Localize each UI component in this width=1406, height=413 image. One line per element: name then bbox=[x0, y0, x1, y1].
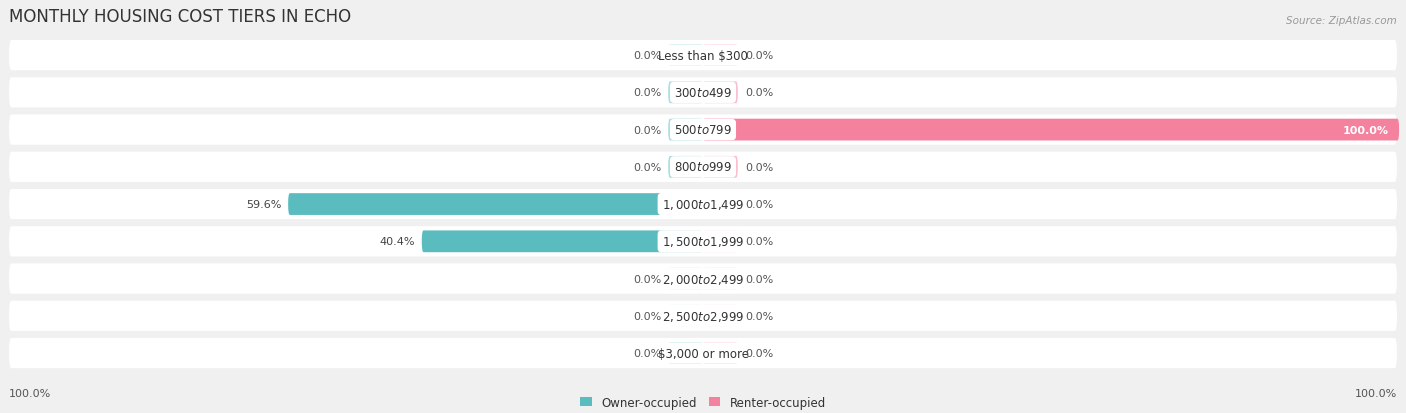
Text: 0.0%: 0.0% bbox=[633, 125, 661, 135]
FancyBboxPatch shape bbox=[8, 264, 1398, 294]
Text: 0.0%: 0.0% bbox=[633, 88, 661, 98]
Text: $2,500 to $2,999: $2,500 to $2,999 bbox=[662, 309, 744, 323]
FancyBboxPatch shape bbox=[8, 78, 1398, 108]
Text: $2,000 to $2,499: $2,000 to $2,499 bbox=[662, 272, 744, 286]
Text: 0.0%: 0.0% bbox=[745, 162, 773, 172]
FancyBboxPatch shape bbox=[703, 268, 738, 290]
Text: $300 to $499: $300 to $499 bbox=[673, 87, 733, 100]
Text: 0.0%: 0.0% bbox=[745, 51, 773, 61]
FancyBboxPatch shape bbox=[288, 194, 703, 216]
FancyBboxPatch shape bbox=[703, 194, 738, 216]
FancyBboxPatch shape bbox=[703, 82, 738, 104]
FancyBboxPatch shape bbox=[8, 301, 1398, 331]
Text: $500 to $799: $500 to $799 bbox=[673, 124, 733, 137]
Text: 40.4%: 40.4% bbox=[380, 237, 415, 247]
FancyBboxPatch shape bbox=[703, 342, 738, 364]
FancyBboxPatch shape bbox=[668, 119, 703, 141]
Text: $3,000 or more: $3,000 or more bbox=[658, 347, 748, 360]
Text: 0.0%: 0.0% bbox=[633, 274, 661, 284]
FancyBboxPatch shape bbox=[8, 115, 1398, 145]
FancyBboxPatch shape bbox=[668, 342, 703, 364]
FancyBboxPatch shape bbox=[668, 268, 703, 290]
Text: 0.0%: 0.0% bbox=[745, 88, 773, 98]
FancyBboxPatch shape bbox=[703, 119, 1399, 141]
Text: 100.0%: 100.0% bbox=[1355, 389, 1398, 399]
Text: 59.6%: 59.6% bbox=[246, 199, 281, 209]
Text: 0.0%: 0.0% bbox=[633, 162, 661, 172]
FancyBboxPatch shape bbox=[703, 305, 738, 327]
Legend: Owner-occupied, Renter-occupied: Owner-occupied, Renter-occupied bbox=[579, 396, 827, 408]
Text: 0.0%: 0.0% bbox=[745, 199, 773, 209]
Text: 0.0%: 0.0% bbox=[745, 274, 773, 284]
FancyBboxPatch shape bbox=[8, 227, 1398, 257]
Text: 0.0%: 0.0% bbox=[633, 348, 661, 358]
FancyBboxPatch shape bbox=[8, 41, 1398, 71]
FancyBboxPatch shape bbox=[668, 305, 703, 327]
Text: 0.0%: 0.0% bbox=[745, 237, 773, 247]
Text: 0.0%: 0.0% bbox=[633, 311, 661, 321]
FancyBboxPatch shape bbox=[668, 82, 703, 104]
FancyBboxPatch shape bbox=[422, 231, 703, 253]
Text: 0.0%: 0.0% bbox=[745, 348, 773, 358]
FancyBboxPatch shape bbox=[668, 45, 703, 67]
Text: $800 to $999: $800 to $999 bbox=[673, 161, 733, 174]
Text: 100.0%: 100.0% bbox=[1343, 125, 1389, 135]
Text: $1,500 to $1,999: $1,500 to $1,999 bbox=[662, 235, 744, 249]
Text: 0.0%: 0.0% bbox=[745, 311, 773, 321]
FancyBboxPatch shape bbox=[8, 338, 1398, 368]
Text: MONTHLY HOUSING COST TIERS IN ECHO: MONTHLY HOUSING COST TIERS IN ECHO bbox=[8, 8, 351, 26]
FancyBboxPatch shape bbox=[703, 231, 738, 253]
Text: $1,000 to $1,499: $1,000 to $1,499 bbox=[662, 197, 744, 211]
FancyBboxPatch shape bbox=[668, 157, 703, 178]
Text: Less than $300: Less than $300 bbox=[658, 50, 748, 62]
FancyBboxPatch shape bbox=[703, 45, 738, 67]
FancyBboxPatch shape bbox=[8, 190, 1398, 220]
FancyBboxPatch shape bbox=[8, 152, 1398, 183]
FancyBboxPatch shape bbox=[703, 157, 738, 178]
Text: 0.0%: 0.0% bbox=[633, 51, 661, 61]
Text: Source: ZipAtlas.com: Source: ZipAtlas.com bbox=[1286, 16, 1398, 26]
Text: 100.0%: 100.0% bbox=[8, 389, 51, 399]
